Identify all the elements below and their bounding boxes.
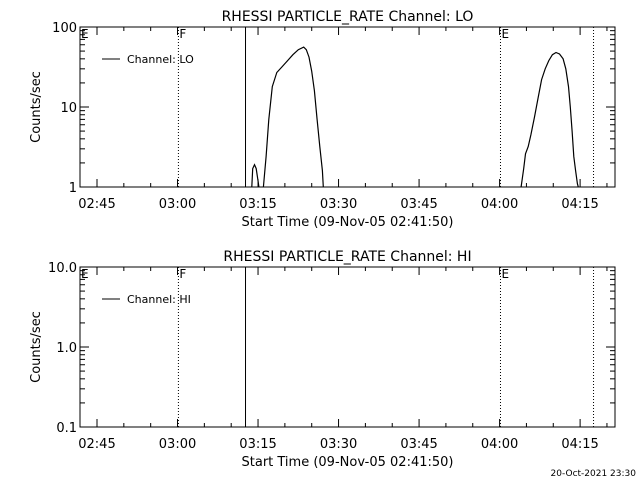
chart-title: RHESSI PARTICLE_RATE Channel: HI: [223, 249, 471, 265]
x-tick-label: 04:15: [561, 437, 598, 452]
plot-frame: [79, 26, 616, 188]
x-tick-label: 04:00: [481, 437, 518, 452]
event-marker-label: F: [179, 267, 186, 281]
event-marker-label: F: [179, 27, 186, 41]
y-tick-label: 10.0: [48, 261, 77, 276]
x-tick-label: 02:45: [78, 437, 115, 452]
x-tick-label: 03:45: [400, 437, 437, 452]
y-tick-label: 10: [60, 101, 77, 116]
x-tick-label: 04:15: [561, 197, 598, 212]
x-tick-label: 03:15: [239, 197, 276, 212]
axis-edge-label: E: [81, 27, 89, 41]
x-tick-label: 03:00: [159, 437, 196, 452]
event-marker-label: E: [501, 267, 509, 281]
x-axis-label: Start Time (09-Nov-05 02:41:50): [242, 455, 454, 470]
y-tick-label: 1.0: [56, 341, 77, 356]
y-axis-label: Counts/sec: [29, 71, 44, 143]
chart-title: RHESSI PARTICLE_RATE Channel: LO: [222, 9, 474, 25]
x-axis-label: Start Time (09-Nov-05 02:41:50): [242, 215, 454, 230]
x-tick-label: 03:00: [159, 197, 196, 212]
legend-label: Channel: HI: [127, 293, 191, 306]
axis-edge-label: E: [81, 267, 89, 281]
x-tick-label: 02:45: [78, 197, 115, 212]
series-line: [262, 46, 324, 188]
y-tick-label: 1: [69, 181, 77, 196]
x-tick-label: 03:30: [320, 197, 357, 212]
y-tick-label: 0.1: [56, 421, 77, 436]
legend-label: Channel: LO: [127, 53, 194, 66]
y-tick-label: 100: [52, 21, 77, 36]
series-line: [520, 51, 579, 188]
y-axis-label: Counts/sec: [29, 311, 44, 383]
x-tick-label: 03:45: [400, 197, 437, 212]
event-marker-label: E: [501, 27, 509, 41]
plot-frame: [79, 266, 616, 428]
x-tick-label: 03:30: [320, 437, 357, 452]
footer-timestamp: 20-Oct-2021 23:30: [551, 469, 637, 479]
x-tick-label: 03:15: [239, 437, 276, 452]
x-tick-label: 04:00: [481, 197, 518, 212]
series-line: [251, 163, 260, 188]
